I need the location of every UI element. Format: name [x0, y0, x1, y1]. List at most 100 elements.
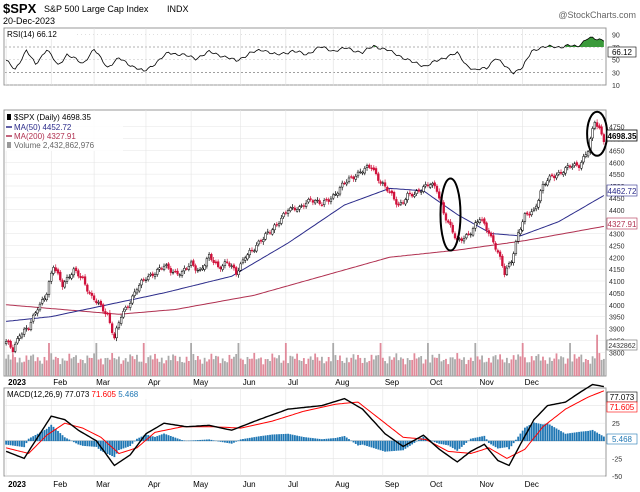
candle-body: [158, 267, 161, 270]
candle-body: [226, 261, 229, 263]
volume-bar: [309, 356, 312, 376]
candle-body: [568, 165, 572, 168]
candle-body: [598, 125, 601, 129]
candle-body: [338, 187, 342, 195]
macd-hist-bar: [584, 431, 587, 442]
macd-hist-bar: [224, 440, 226, 443]
volume-bar: [287, 363, 289, 376]
volume-legend: Volume 2,432,862,976: [14, 141, 95, 150]
macd-hist-bar: [551, 425, 553, 442]
macd-hist-bar: [95, 440, 98, 447]
candle-body: [336, 192, 339, 196]
macd-hist-bar: [133, 440, 136, 442]
candle-body: [487, 230, 490, 234]
volume-bar: [199, 359, 202, 376]
candle-body: [302, 205, 306, 207]
candle-body: [293, 207, 296, 211]
macd-hist-bar: [431, 440, 434, 442]
macd-hist-bar: [524, 427, 526, 442]
volume-bar: [278, 355, 280, 376]
macd-hist-bar: [602, 436, 605, 442]
month-label: May: [193, 378, 208, 387]
macd-hist-bar: [43, 430, 46, 442]
volume-bar: [242, 359, 244, 376]
candle-body: [45, 293, 48, 300]
volume-bar: [539, 360, 542, 376]
macd-hist-bar: [196, 440, 199, 442]
macd-hist-bar: [169, 435, 172, 442]
macd-hist-bar: [578, 431, 580, 442]
candle-body: [9, 340, 12, 348]
macd-hist-bar: [327, 438, 330, 442]
macd-hist-bar: [190, 440, 192, 442]
macd-hist-bar: [366, 440, 368, 447]
macd-hist-bar: [372, 440, 375, 449]
volume-bar: [59, 364, 62, 376]
macd-hist-bar: [370, 440, 373, 448]
candle-body: [555, 174, 558, 179]
volume-bar: [48, 343, 50, 376]
candle-body: [77, 270, 80, 277]
macd-hist-bar: [503, 440, 506, 448]
candle-body: [435, 185, 439, 192]
candle-body: [462, 238, 466, 242]
macd-hist-bar: [316, 438, 319, 442]
volume-bar: [314, 353, 317, 376]
rsi-grid: [5, 28, 605, 86]
price-candles: [4, 119, 606, 355]
macd-hist-bar: [557, 429, 560, 442]
candle-body: [431, 183, 434, 186]
volume-bar: [32, 354, 35, 376]
volume-bar: [36, 357, 39, 376]
candle-body: [526, 212, 529, 215]
candle-body: [207, 254, 211, 259]
volume-bar: [228, 354, 231, 376]
macd-hist-bar: [11, 440, 14, 446]
volume-bar: [526, 362, 529, 376]
candle-body: [327, 199, 330, 202]
volume-bar: [467, 359, 470, 376]
volume-bar: [602, 358, 605, 376]
volume-bar: [158, 361, 161, 376]
volume-bar: [366, 362, 368, 376]
macd-hist-bar: [591, 429, 594, 442]
volume-bar: [72, 356, 75, 376]
volume-bar: [23, 361, 26, 376]
macd-hist-bar: [420, 438, 423, 442]
volume-bars: [5, 334, 605, 376]
volume-bar: [183, 362, 186, 376]
candle-body: [426, 184, 430, 187]
macd-hist-bar: [368, 440, 371, 447]
macd-hist-bar: [156, 436, 159, 442]
macd-hist-bar: [395, 440, 398, 451]
candle-body: [248, 249, 251, 256]
volume-bar: [460, 359, 463, 376]
volume-bar: [77, 362, 80, 376]
macd-hist-bar: [555, 428, 558, 442]
macd-hist-bar: [278, 434, 280, 442]
macd-hist-bar: [451, 440, 454, 449]
ma50-line: [6, 187, 605, 322]
candle-body: [237, 270, 240, 276]
macd-hist-bar: [86, 440, 89, 447]
candle-body: [471, 228, 475, 236]
macd-hist-bar: [151, 436, 154, 442]
volume-bar: [341, 360, 344, 376]
candle-body: [117, 322, 121, 329]
volume-bar: [580, 354, 583, 376]
volume-bar: [476, 356, 479, 376]
candle-body: [286, 210, 290, 214]
candle-body: [32, 314, 35, 322]
candle-body: [359, 171, 362, 173]
macd-hist-bar: [59, 433, 62, 442]
volume-bar: [573, 354, 576, 376]
macd-hist-bar: [275, 434, 278, 442]
rsi-panel: [3, 27, 607, 86]
volume-bar: [578, 356, 580, 376]
candle-body: [530, 211, 533, 216]
volume-bar: [39, 360, 41, 376]
volume-bar: [377, 355, 380, 376]
volume-bar: [208, 359, 211, 376]
macd-hist-bar: [5, 440, 8, 445]
volume-bar: [149, 355, 152, 376]
